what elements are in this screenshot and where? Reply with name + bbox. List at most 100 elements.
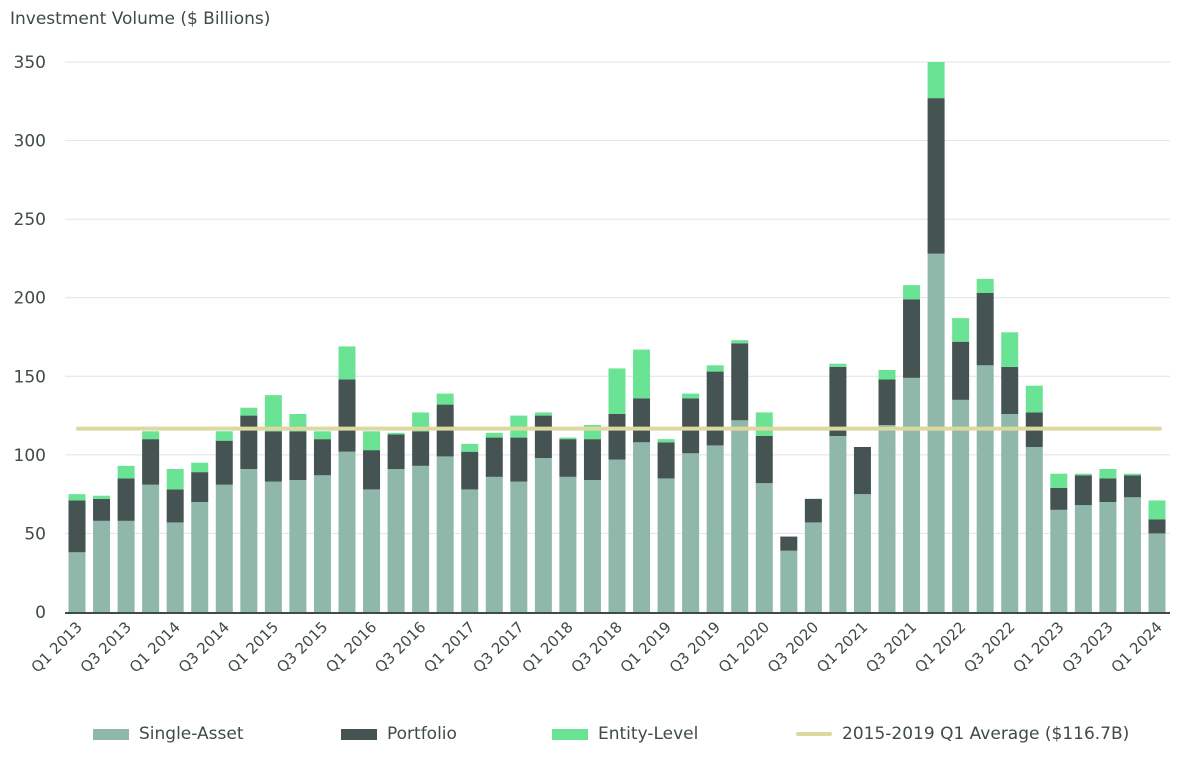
legend-label: Entity-Level bbox=[598, 724, 699, 744]
bar-segment-single-asset bbox=[706, 445, 724, 612]
x-tick-label: Q1 2024 bbox=[1108, 618, 1166, 676]
x-tick-label: Q1 2015 bbox=[224, 618, 282, 676]
bar-segment-portfolio bbox=[583, 439, 601, 480]
y-tick-label: 200 bbox=[14, 289, 46, 309]
bar-segment-single-asset bbox=[731, 420, 749, 612]
legend-item-single-asset: Single-Asset bbox=[93, 724, 244, 744]
bar-segment-single-asset bbox=[559, 476, 577, 612]
legend: Single-Asset Portfolio Entity-Level 2015… bbox=[0, 724, 1190, 750]
bar-segment-portfolio bbox=[264, 431, 282, 482]
bar-segment-portfolio bbox=[878, 379, 896, 425]
bar-segment-entity-level bbox=[878, 370, 896, 380]
bar-segment-single-asset bbox=[853, 494, 871, 612]
x-tick-label: Q1 2014 bbox=[126, 618, 184, 676]
bar-segment-single-asset bbox=[240, 469, 258, 612]
x-tick-label: Q1 2016 bbox=[322, 618, 380, 676]
bar-segment-portfolio bbox=[952, 341, 970, 400]
legend-swatch bbox=[552, 728, 588, 740]
bar-segment-single-asset bbox=[682, 453, 700, 612]
bar-segment-entity-level bbox=[1123, 473, 1141, 476]
x-tick-label: Q1 2020 bbox=[715, 618, 773, 676]
bar-segment-single-asset bbox=[1099, 502, 1117, 612]
bar-segment-portfolio bbox=[387, 434, 405, 469]
x-tick-label: Q3 2021 bbox=[862, 618, 920, 676]
bar-segment-single-asset bbox=[461, 489, 479, 612]
bar-segment-entity-level bbox=[363, 431, 381, 451]
y-tick-label: 100 bbox=[14, 446, 46, 466]
x-tick-label: Q3 2016 bbox=[371, 618, 429, 676]
bar-segment-single-asset bbox=[878, 425, 896, 612]
bar-segment-entity-level bbox=[682, 393, 700, 399]
bar-segment-portfolio bbox=[191, 472, 209, 502]
bar-segment-portfolio bbox=[485, 437, 503, 477]
bar-segment-entity-level bbox=[755, 412, 773, 436]
bar-segment-single-asset bbox=[166, 522, 184, 612]
bar-segment-entity-level bbox=[191, 462, 209, 473]
bar-segment-portfolio bbox=[534, 415, 552, 458]
bar-segment-single-asset bbox=[191, 502, 209, 612]
bar-segment-portfolio bbox=[1099, 478, 1117, 502]
bar-segment-entity-level bbox=[1074, 473, 1092, 476]
x-tick-label: Q3 2014 bbox=[175, 618, 233, 676]
bar-segment-portfolio bbox=[853, 447, 871, 495]
bar-segment-single-asset bbox=[1074, 505, 1092, 612]
bar-segment-single-asset bbox=[804, 522, 822, 612]
x-tick-label: Q3 2017 bbox=[469, 618, 527, 676]
x-tick-label: Q3 2019 bbox=[666, 618, 724, 676]
bar-segment-entity-level bbox=[264, 395, 282, 432]
bar-segment-portfolio bbox=[363, 450, 381, 490]
bar-segment-portfolio bbox=[289, 431, 307, 480]
legend-item-average: 2015-2019 Q1 Average ($116.7B) bbox=[796, 724, 1129, 744]
bar-segment-portfolio bbox=[976, 293, 994, 366]
bar-segment-single-asset bbox=[117, 520, 135, 612]
bar-segment-single-asset bbox=[142, 484, 160, 612]
bar-segment-portfolio bbox=[412, 431, 430, 466]
bar-segment-portfolio bbox=[240, 415, 258, 469]
bar-segment-single-asset bbox=[338, 451, 356, 612]
bar-segment-portfolio bbox=[215, 440, 233, 485]
bar-segment-single-asset bbox=[68, 552, 86, 612]
bar-segment-portfolio bbox=[780, 536, 798, 551]
x-tick-label: Q1 2019 bbox=[617, 618, 675, 676]
bar-segment-portfolio bbox=[682, 398, 700, 454]
bar-segment-single-asset bbox=[608, 459, 626, 612]
y-tick-label: 150 bbox=[14, 367, 46, 387]
bar-segment-entity-level bbox=[1025, 385, 1043, 413]
bar-segment-portfolio bbox=[1074, 475, 1092, 506]
bar-segment-entity-level bbox=[633, 349, 651, 399]
bar-segment-portfolio bbox=[166, 489, 184, 523]
legend-label: 2015-2019 Q1 Average ($116.7B) bbox=[842, 724, 1130, 744]
legend-line-swatch bbox=[796, 732, 832, 736]
y-tick-label: 0 bbox=[35, 603, 46, 623]
bar-segment-single-asset bbox=[387, 469, 405, 612]
bar-segment-single-asset bbox=[583, 480, 601, 612]
bar-segment-entity-level bbox=[412, 412, 430, 432]
x-tick-label: Q1 2021 bbox=[813, 618, 871, 676]
bar-segment-entity-level bbox=[215, 431, 233, 441]
bar-segment-entity-level bbox=[461, 443, 479, 452]
x-tick-label: Q1 2013 bbox=[28, 618, 86, 676]
bar-segment-single-asset bbox=[633, 442, 651, 612]
bar-segment-entity-level bbox=[485, 432, 503, 438]
bar-segment-portfolio bbox=[903, 299, 921, 378]
bar-segment-single-asset bbox=[510, 481, 528, 612]
bar-segment-portfolio bbox=[633, 398, 651, 443]
bar-segment-single-asset bbox=[313, 475, 331, 612]
bar-segment-portfolio bbox=[829, 366, 847, 436]
bar-segment-portfolio bbox=[1050, 487, 1068, 510]
bar-segment-entity-level bbox=[952, 318, 970, 342]
x-tick-label: Q1 2022 bbox=[911, 618, 969, 676]
x-tick-label: Q3 2020 bbox=[764, 618, 822, 676]
bar-segment-entity-level bbox=[534, 412, 552, 416]
bar-segment-portfolio bbox=[1001, 366, 1019, 414]
bar-segment-portfolio bbox=[804, 498, 822, 523]
x-tick-label: Q3 2013 bbox=[77, 618, 135, 676]
bar-segment-single-asset bbox=[657, 478, 675, 612]
bar-segment-entity-level bbox=[1050, 473, 1068, 488]
bar-segment-single-asset bbox=[952, 399, 970, 612]
y-tick-label: 350 bbox=[14, 53, 46, 73]
bar-segment-entity-level bbox=[313, 431, 331, 440]
bar-segment-single-asset bbox=[1050, 509, 1068, 612]
bar-segment-portfolio bbox=[1148, 519, 1166, 534]
